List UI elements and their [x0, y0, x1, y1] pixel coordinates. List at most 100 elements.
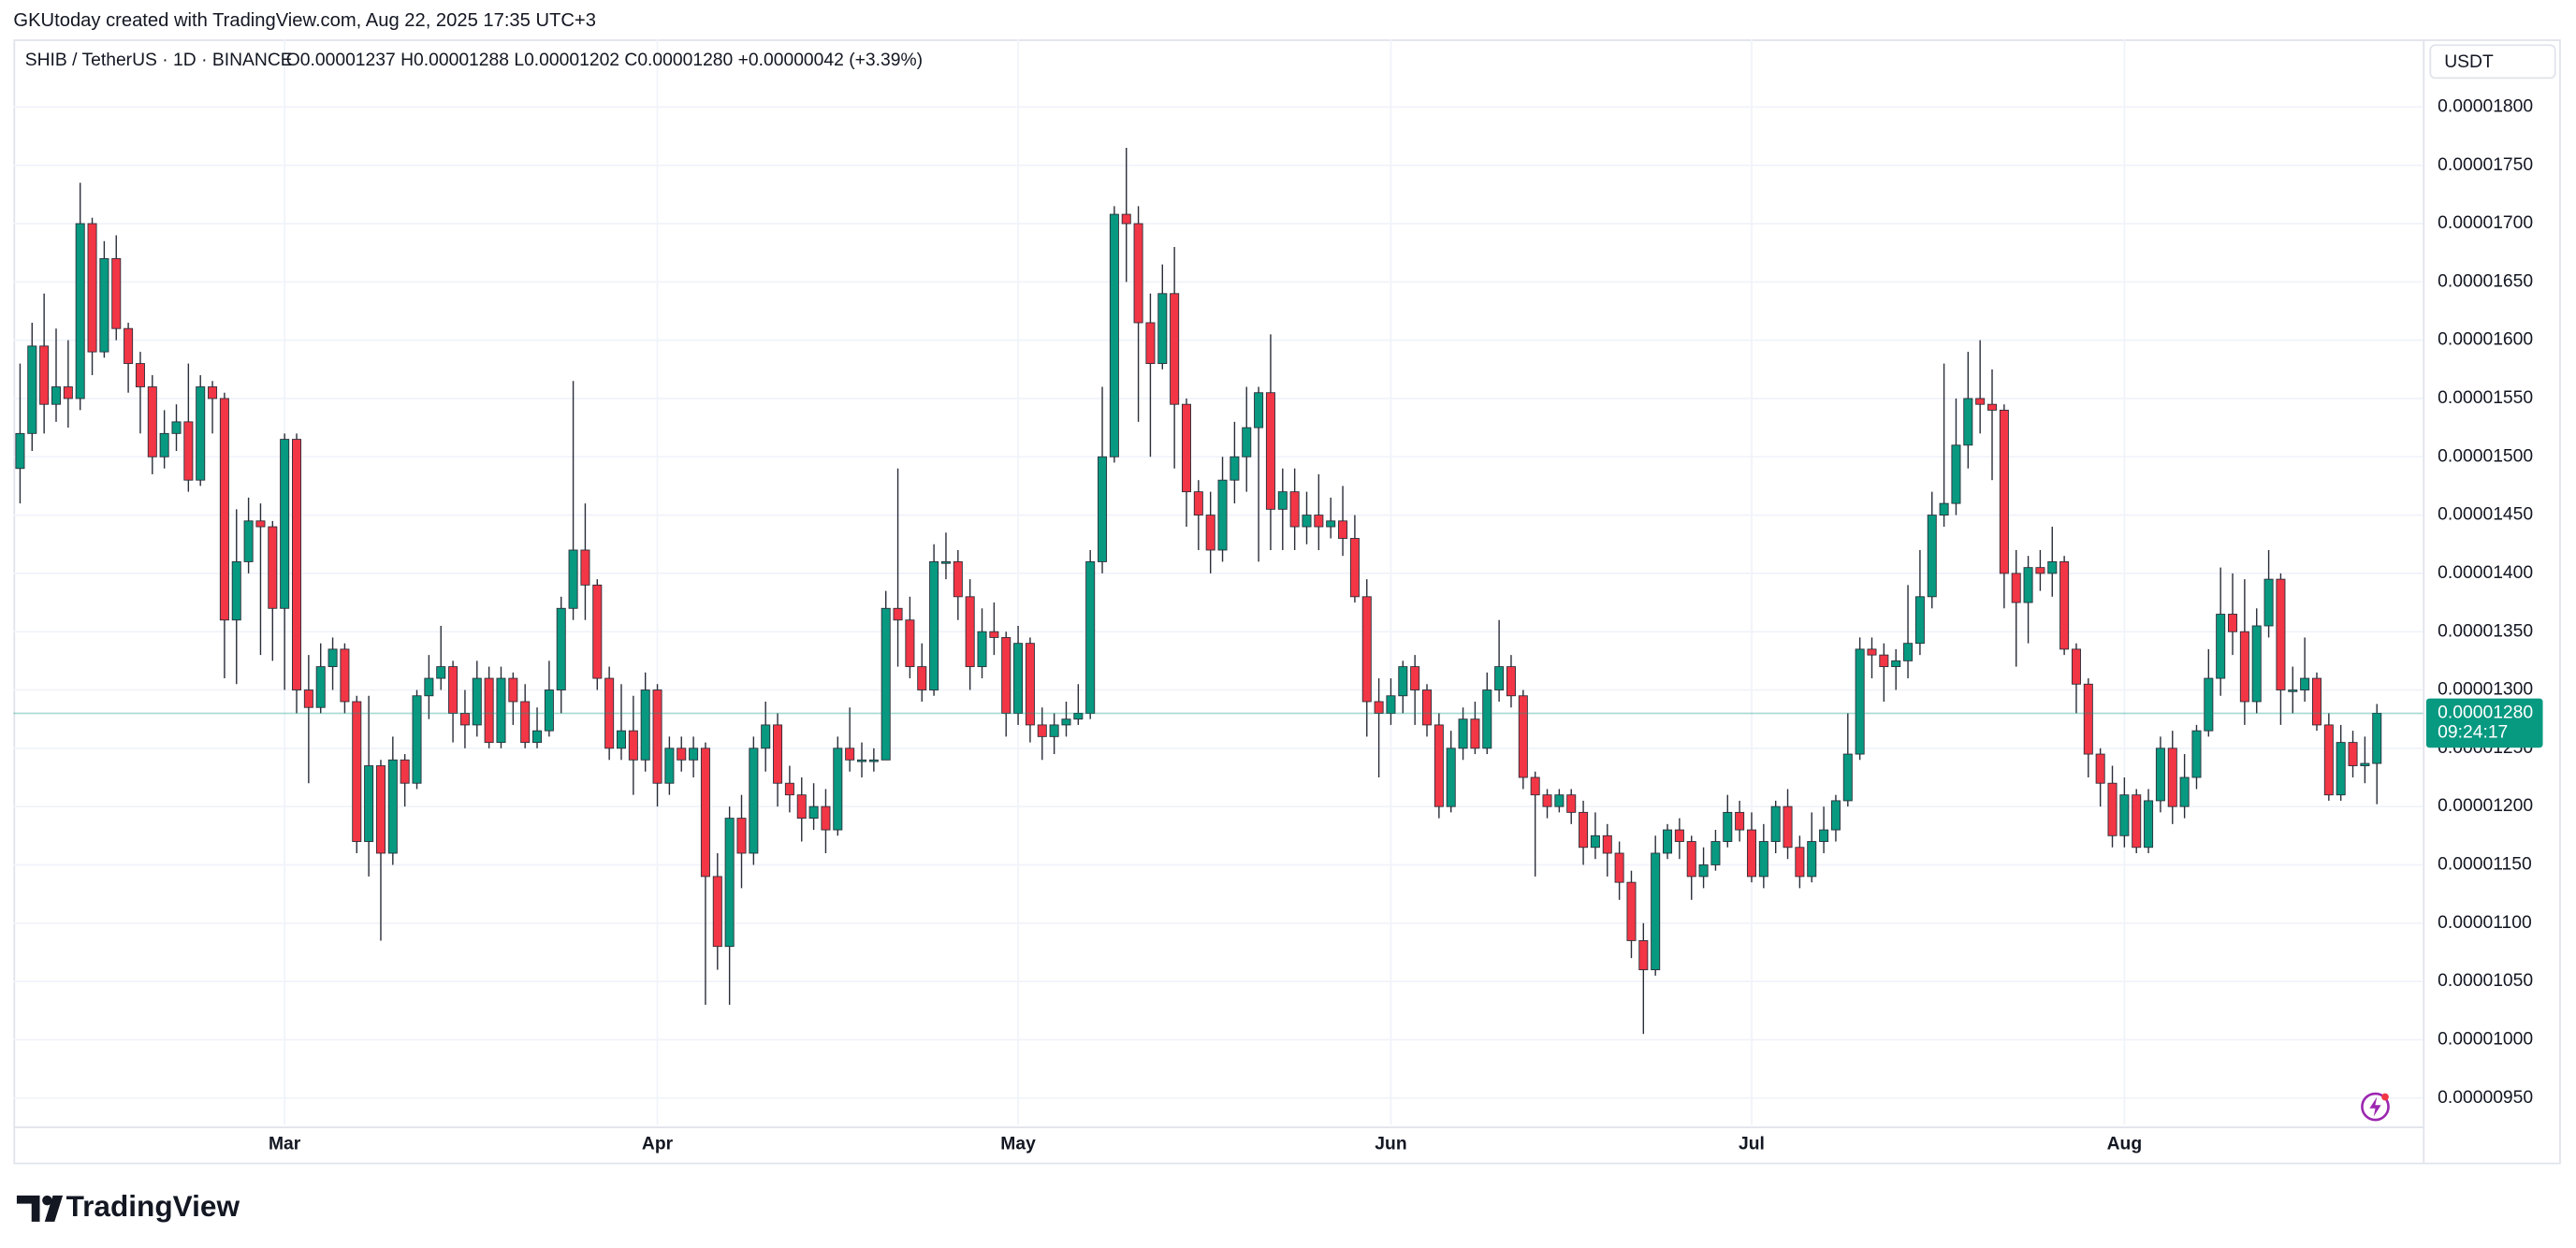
- candle-body: [532, 730, 543, 744]
- icon-dot[interactable]: [2381, 1093, 2389, 1101]
- candle-body: [2216, 614, 2226, 679]
- candle-body: [1061, 718, 1071, 726]
- logo-text: TradingView: [66, 1189, 240, 1223]
- candle-body: [2228, 614, 2238, 632]
- candle-body: [1289, 491, 1300, 528]
- candle-body: [2191, 730, 2202, 778]
- candle-body: [1398, 666, 1408, 697]
- lightning-icon[interactable]: [2361, 1092, 2390, 1122]
- candle-body: [87, 223, 97, 353]
- candle-body: [1758, 841, 1768, 878]
- y-tick-label: 0.00001450: [2438, 505, 2533, 525]
- candle-body: [484, 677, 494, 744]
- candle-body: [340, 648, 350, 703]
- candle-body: [905, 619, 915, 668]
- candle-body: [808, 805, 819, 820]
- x-tick-label: Jun: [1375, 1135, 1406, 1154]
- candle-body: [1951, 444, 1961, 504]
- y-tick-label: 0.00001500: [2438, 446, 2533, 466]
- candle-body: [977, 631, 987, 668]
- candle-body: [327, 648, 338, 668]
- candle-body: [761, 724, 771, 749]
- x-tick-label: Jul: [1739, 1135, 1765, 1154]
- candle-body: [412, 695, 422, 784]
- candle-body: [2276, 578, 2286, 690]
- y-tick-label: 0.00001000: [2438, 1029, 2533, 1049]
- candle-body: [724, 818, 735, 948]
- candle-body: [183, 421, 194, 481]
- currency-label[interactable]: USDT: [2444, 52, 2494, 72]
- candle-body: [1265, 392, 1275, 510]
- candle-body: [508, 677, 518, 703]
- candle-body: [712, 876, 722, 948]
- candle-body: [1590, 834, 1600, 849]
- y-tick-label: 0.00001650: [2438, 271, 2533, 291]
- candle-body: [75, 223, 85, 399]
- candle-body: [1626, 881, 1637, 941]
- y-tick-label: 0.00001600: [2438, 330, 2533, 350]
- icon-ring[interactable]: [2361, 1092, 2390, 1122]
- candle-body: [1554, 794, 1565, 807]
- y-tick-label: 0.00001700: [2438, 213, 2533, 233]
- candle-body: [868, 759, 879, 762]
- candle-body: [1638, 940, 1649, 971]
- candle-body: [1361, 596, 1372, 703]
- y-tick-label: 0.00001350: [2438, 621, 2533, 641]
- candle-body: [520, 701, 531, 744]
- candle-body: [51, 386, 61, 405]
- candle-body: [1963, 398, 1973, 446]
- candle-body: [1494, 666, 1505, 690]
- candle-body: [1121, 213, 1131, 225]
- candle-body: [2023, 567, 2033, 603]
- candle-body: [1795, 847, 1805, 878]
- y-tick-label: 0.00001750: [2438, 155, 2533, 175]
- candle-body: [1073, 713, 1084, 720]
- candle-body: [736, 818, 747, 854]
- candle-body: [628, 730, 638, 761]
- candle-body: [1879, 654, 1889, 668]
- candle-body: [1855, 648, 1865, 755]
- candle-body: [917, 666, 927, 690]
- x-tick-label: May: [1000, 1135, 1036, 1154]
- candle-body: [196, 386, 206, 481]
- candle-body: [1530, 776, 1540, 796]
- candle-body: [1698, 864, 1709, 878]
- candle-body: [400, 759, 410, 784]
- candle-body: [255, 520, 266, 528]
- candle-body: [159, 432, 169, 457]
- candle-body: [1651, 852, 1661, 971]
- currency-box[interactable]: [2429, 44, 2556, 80]
- last-price-badge: [2425, 698, 2543, 748]
- candle-body: [364, 765, 374, 842]
- candle-body: [1903, 643, 1914, 661]
- candles: [15, 148, 2382, 1035]
- y-tick-label: 0.00001300: [2438, 680, 2533, 700]
- candle-body: [2372, 713, 2382, 764]
- icon-bolt[interactable]: [2369, 1096, 2381, 1117]
- candle-body: [1999, 409, 2009, 574]
- candle-body: [63, 386, 73, 399]
- candle-body: [2300, 677, 2310, 690]
- countdown-label: 09:24:17: [2438, 723, 2508, 743]
- candle-body: [784, 782, 794, 796]
- candle-body: [664, 747, 675, 784]
- candle-body: [749, 747, 759, 854]
- candle-body: [1374, 701, 1384, 714]
- y-tick-label: 0.00001150: [2438, 855, 2532, 875]
- x-tick-label: Mar: [269, 1135, 301, 1154]
- candle-body: [1579, 811, 1589, 849]
- candle-body: [2132, 794, 2142, 849]
- candle-body: [2179, 776, 2190, 807]
- candle-body: [1987, 403, 1998, 411]
- candle-body: [640, 689, 650, 761]
- candle-body: [940, 560, 951, 564]
- candle-body: [1049, 724, 1059, 737]
- candle-body: [2155, 747, 2165, 802]
- candle-body: [2107, 782, 2118, 836]
- candle-body: [965, 596, 975, 668]
- candle-body: [845, 747, 855, 761]
- candle-body: [2144, 800, 2154, 849]
- candle-body: [171, 421, 182, 434]
- candle-body: [1025, 643, 1035, 726]
